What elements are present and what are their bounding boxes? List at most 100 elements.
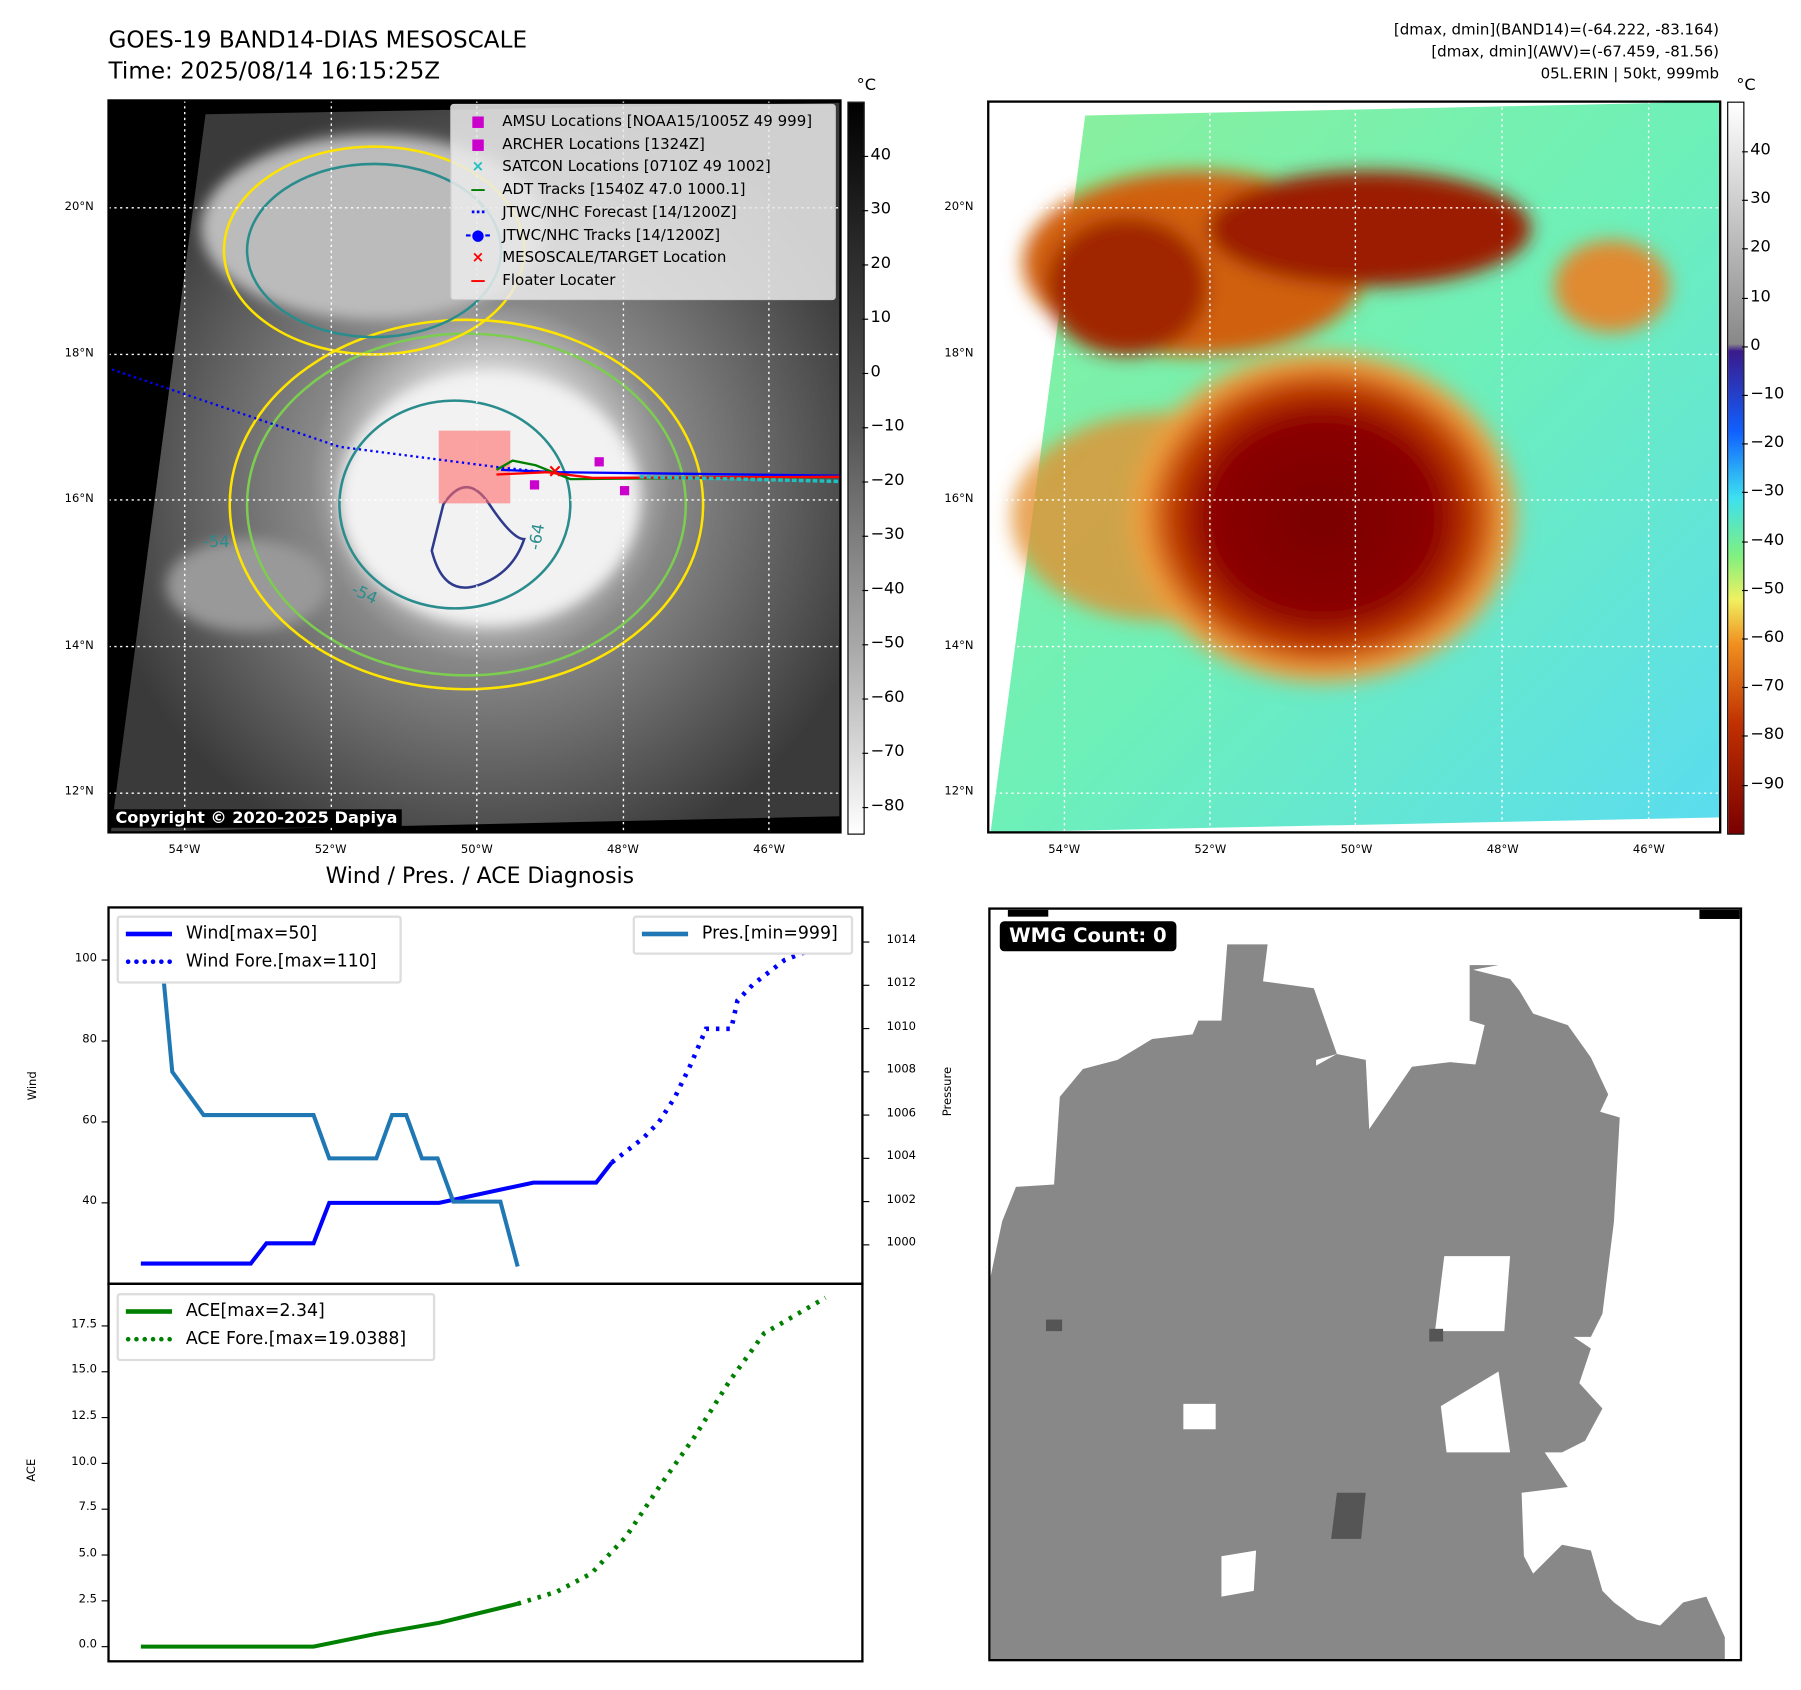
latitude-label: 14°N xyxy=(944,639,974,653)
map-legend-item: — ADT Tracks [1540Z 47.0 1000.1] xyxy=(463,181,745,199)
colorbar-tick-label: −70 xyxy=(870,742,905,761)
colorbar-tick xyxy=(862,644,869,646)
chart-title: Wind / Pres. / ACE Diagnosis xyxy=(325,863,635,889)
colorbar-tick-label: 10 xyxy=(1750,286,1771,306)
legend-label: JTWC/NHC Tracks [14/1200Z] xyxy=(502,226,721,245)
legend-pressure: Pres.[min=999] xyxy=(701,922,838,944)
ir-map-panel: × -54 -54 -64 ■ AMSU Locations [NOAA15/10… xyxy=(108,100,841,833)
colorbar-awv xyxy=(1727,101,1745,835)
figure-time: Time: 2025/08/14 16:15:25Z xyxy=(108,56,441,85)
colorbar-tick xyxy=(862,264,869,266)
longitude-label: 48°W xyxy=(607,843,639,857)
map-legend-item: × MESOSCALE/TARGET Location xyxy=(463,249,727,267)
latitude-label: 20°N xyxy=(64,200,94,214)
ir-map-frame xyxy=(107,99,842,834)
y2-tick-label: 1010 xyxy=(886,1020,917,1034)
y-tick-label: 100 xyxy=(74,951,97,965)
longitude-label: 50°W xyxy=(1340,843,1373,857)
ace-axis-label: ACE xyxy=(25,1458,39,1482)
map-legend-item: ■ AMSU Locations [NOAA15/1005Z 49 999] xyxy=(463,113,812,130)
latitude-label: 12°N xyxy=(64,785,94,799)
y-tick-label: 5.0 xyxy=(78,1546,97,1560)
longitude-label: 46°W xyxy=(753,843,786,857)
y2-tick-label: 1004 xyxy=(886,1150,917,1163)
colorbar-tick xyxy=(862,806,869,809)
y-tick-label: 0.0 xyxy=(78,1638,97,1652)
colorbar-tick xyxy=(1742,297,1748,299)
colorbar-tick xyxy=(1742,589,1748,591)
colorbar-tick xyxy=(1742,687,1748,689)
series-ace-fore- xyxy=(516,1295,827,1606)
colorbar-tick-label: 0 xyxy=(870,362,881,381)
longitude-label: 54°W xyxy=(168,843,201,857)
latitude-label: 16°N xyxy=(944,493,974,506)
y-tick-label: 40 xyxy=(82,1194,97,1208)
legend-marker-icon: ⋯ xyxy=(470,204,486,222)
colorbar-tick-label: −20 xyxy=(1750,433,1785,452)
colorbar-tick xyxy=(1742,394,1748,396)
map-legend-item: ⋯ JTWC/NHC Forecast [14/1200Z] xyxy=(463,204,737,222)
latitude-label: 12°N xyxy=(944,785,974,799)
colorbar-tick xyxy=(1742,199,1748,202)
legend-label: Floater Locater xyxy=(502,272,616,290)
colorbar-tick-label: 30 xyxy=(870,199,892,219)
ace-legend: ACE[max=2.34] ACE Fore.[max=19.0388] xyxy=(116,1293,436,1362)
pressure-legend: Pres.[min=999] xyxy=(632,915,854,955)
legend-label: ARCHER Locations [1324Z] xyxy=(502,135,705,154)
awv-range: [dmax, dmin](AWV)=(-67.459, -81.56) xyxy=(1431,43,1720,62)
longitude-label: 50°W xyxy=(460,843,493,857)
legend-label: SATCON Locations [0710Z 49 1002] xyxy=(502,158,771,176)
colorbar-tick xyxy=(1742,492,1748,494)
latitude-label: 14°N xyxy=(64,639,94,653)
legend-marker-icon: ■ xyxy=(470,113,486,131)
colorbar-tick-label: 40 xyxy=(1750,140,1771,160)
latitude-label: 20°N xyxy=(944,200,974,214)
wind-legend: Wind[max=50] Wind Fore.[max=110] xyxy=(116,915,402,984)
y2-tick-label: 1000 xyxy=(886,1236,917,1250)
colorbar-tick-label: −10 xyxy=(870,416,905,436)
map-legend-item: × SATCON Locations [0710Z 49 1002] xyxy=(463,159,771,176)
longitude-label: 46°W xyxy=(1632,843,1665,857)
map-legend-item: — Floater Locater xyxy=(463,272,616,290)
latitude-label: 18°N xyxy=(64,347,94,360)
colorbar-tick xyxy=(1742,443,1748,445)
colorbar-tick-label: −30 xyxy=(870,525,905,544)
band14-range: [dmax, dmin](BAND14)=(-64.222, -83.164) xyxy=(1393,21,1720,40)
colorbar-unit: °C xyxy=(856,76,877,95)
latitude-label: 18°N xyxy=(944,347,974,360)
legend-marker-icon: × xyxy=(471,249,485,267)
series-pres- xyxy=(140,918,520,1268)
y2-tick-label: 1006 xyxy=(886,1106,917,1120)
y-tick-label: 12.5 xyxy=(71,1409,97,1423)
y-tick-label: 17.5 xyxy=(71,1317,97,1331)
colorbar-tick-label: −10 xyxy=(1750,384,1785,403)
colorbar-tick-label: 10 xyxy=(870,308,892,327)
colorbar-tick-label: 40 xyxy=(870,145,892,164)
wmg-panel: WMG Count: 0 xyxy=(988,907,1743,1662)
legend-marker-icon: — xyxy=(470,181,486,199)
figure-title: GOES-19 BAND14-DIAS MESOSCALE xyxy=(108,25,528,54)
series-wind xyxy=(140,1161,614,1266)
map-legend-item: -●- JTWC/NHC Tracks [14/1200Z] xyxy=(463,227,720,244)
series-wind-fore- xyxy=(610,937,835,1165)
legend-marker-icon: × xyxy=(471,158,485,176)
legend-wind: Wind[max=50] xyxy=(185,922,318,944)
colorbar-tick xyxy=(862,589,869,592)
colorbar-tick xyxy=(862,481,869,483)
colorbar-tick-label: −80 xyxy=(870,796,905,816)
legend-ace-forecast: ACE Fore.[max=19.0388] xyxy=(185,1327,407,1349)
storm-info: 05L.ERIN | 50kt, 999mb xyxy=(1540,65,1720,84)
colorbar-tick-label: −50 xyxy=(1750,579,1785,598)
colorbar-tick xyxy=(1742,151,1748,153)
colorbar-tick xyxy=(862,698,869,700)
colorbar-tick-label: −90 xyxy=(1750,774,1785,793)
y2-tick-label: 1012 xyxy=(886,977,917,990)
longitude-label: 52°W xyxy=(1194,843,1227,857)
y2-tick-label: 1008 xyxy=(886,1063,917,1077)
colorbar-tick xyxy=(862,752,869,754)
legend-label: JTWC/NHC Forecast [14/1200Z] xyxy=(502,204,737,222)
colorbar-tick-label: 30 xyxy=(1750,189,1771,209)
y2-tick-label: 1014 xyxy=(886,933,917,947)
colorbar-unit: °C xyxy=(1736,76,1756,95)
wmg-mask xyxy=(990,909,1740,1660)
